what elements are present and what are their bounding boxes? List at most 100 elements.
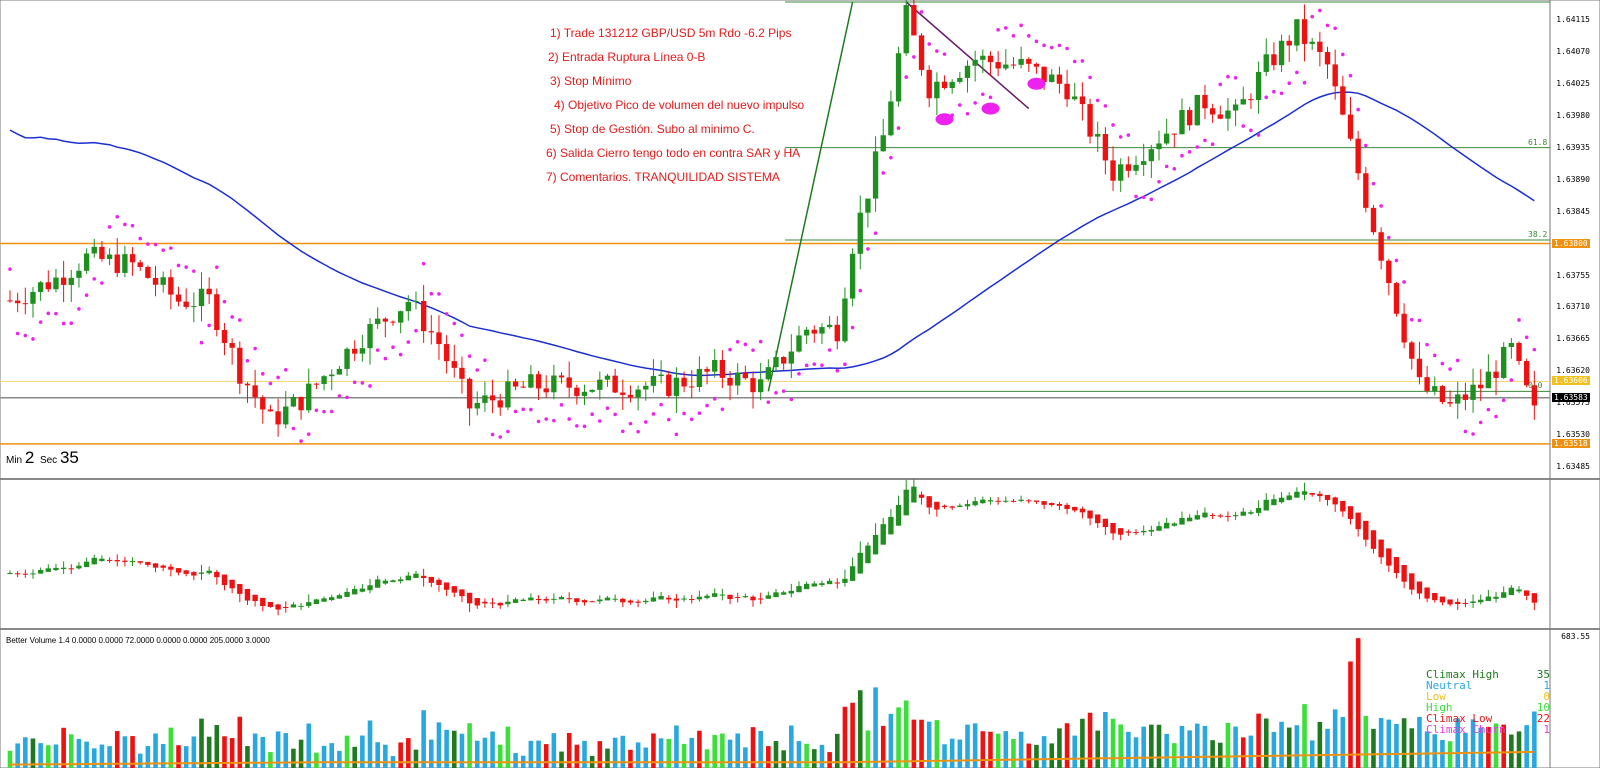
ha-body	[237, 584, 243, 594]
sar-dot	[253, 346, 257, 351]
ha-body	[1003, 500, 1009, 502]
sar-dot	[123, 222, 127, 227]
candle-body	[313, 383, 320, 385]
sar-dot	[1233, 75, 1238, 80]
ha-body	[788, 590, 795, 594]
price-tick-label: 1.63575	[1556, 398, 1590, 408]
sar-dot	[743, 342, 748, 347]
legend-label: High	[1426, 701, 1453, 714]
candle-body	[543, 388, 549, 393]
candle-body	[865, 198, 871, 213]
sar-dot	[705, 403, 709, 408]
candle-body	[1386, 260, 1392, 284]
ha-body	[329, 597, 335, 601]
sar-dot	[375, 348, 380, 352]
ha-body	[198, 572, 205, 574]
ha-body	[712, 593, 718, 597]
sar-dot	[1310, 14, 1314, 19]
candle-body	[987, 55, 994, 63]
ha-body	[275, 604, 281, 610]
candle-body	[1118, 164, 1124, 181]
legend-entry: Climax Low 22	[1426, 712, 1550, 725]
fib-label: 61.8	[1528, 137, 1548, 147]
ha-body	[1263, 499, 1269, 511]
candle-body	[964, 65, 971, 78]
sar-dot	[23, 333, 28, 338]
candle-body	[382, 318, 389, 322]
sar-dot	[1455, 358, 1460, 363]
candle-body	[1125, 164, 1132, 171]
candle-body	[390, 321, 396, 323]
ha-body	[451, 586, 457, 593]
candle-body	[1332, 64, 1338, 87]
sar-dot	[942, 52, 947, 56]
candle-body	[1079, 96, 1086, 105]
candle-body	[1049, 74, 1055, 82]
ha-body	[1271, 499, 1277, 506]
sar-dot	[965, 111, 970, 116]
ha-body	[1347, 506, 1354, 520]
sar-dot	[521, 407, 526, 412]
candle-body	[1470, 384, 1476, 400]
ha-body	[1186, 517, 1193, 522]
ha-body	[145, 561, 151, 565]
candle-body	[819, 327, 825, 334]
legend-label: Climax High	[1426, 668, 1499, 681]
sar-dot	[100, 281, 104, 285]
sar-dot	[138, 236, 143, 241]
sar-dot	[368, 384, 372, 388]
sar-dot	[1103, 104, 1108, 108]
sar-dot	[1379, 204, 1383, 208]
ha-body	[742, 596, 749, 598]
sar-dot	[682, 411, 686, 416]
ha-body	[1470, 601, 1476, 604]
sar-dot	[559, 403, 564, 407]
ha-body	[122, 560, 128, 562]
sar-dot	[728, 347, 732, 352]
candle-body	[221, 329, 228, 343]
ha-body	[995, 500, 1001, 502]
candle-body	[298, 396, 304, 411]
ha-body	[313, 599, 320, 605]
candle-body	[106, 254, 113, 259]
sar-dot	[804, 363, 809, 368]
ha-body	[1278, 497, 1285, 503]
sar-dot	[61, 321, 66, 326]
ha-body	[558, 597, 565, 600]
candle-body	[352, 348, 358, 354]
candle-body	[849, 253, 856, 299]
ha-body	[941, 505, 948, 508]
candle-body	[252, 385, 258, 398]
ha-body	[811, 583, 817, 587]
sar-dot	[153, 242, 158, 247]
ha-body	[428, 576, 434, 583]
timer-sec-value: 35	[59, 448, 79, 467]
candle-body	[443, 344, 450, 362]
sar-dot	[429, 291, 434, 296]
candle-body	[949, 81, 955, 88]
ha-body	[903, 489, 909, 516]
candle-body	[129, 254, 136, 263]
candle-body	[773, 357, 779, 368]
ha-body	[443, 582, 450, 590]
candle-body	[842, 298, 848, 342]
candle-body	[451, 361, 457, 368]
candle-body	[834, 324, 840, 342]
candle-body	[811, 329, 817, 334]
sar-dot	[230, 315, 234, 319]
sar-highlight	[1027, 77, 1046, 90]
ha-body	[53, 567, 59, 571]
candle-body	[612, 375, 618, 393]
sar-dot	[8, 267, 12, 271]
candle-body	[1010, 64, 1017, 66]
price-tick-label: 1.64070	[1556, 46, 1590, 56]
ha-body	[987, 500, 994, 502]
ha-body	[91, 557, 97, 565]
sar-dot	[92, 277, 97, 281]
candle-body	[1508, 343, 1515, 347]
price-tag: 1.63518	[1552, 438, 1590, 448]
sar-dot	[751, 348, 755, 352]
ha-body	[1393, 556, 1400, 574]
ha-body	[957, 505, 963, 508]
sar-dot	[1348, 73, 1353, 78]
